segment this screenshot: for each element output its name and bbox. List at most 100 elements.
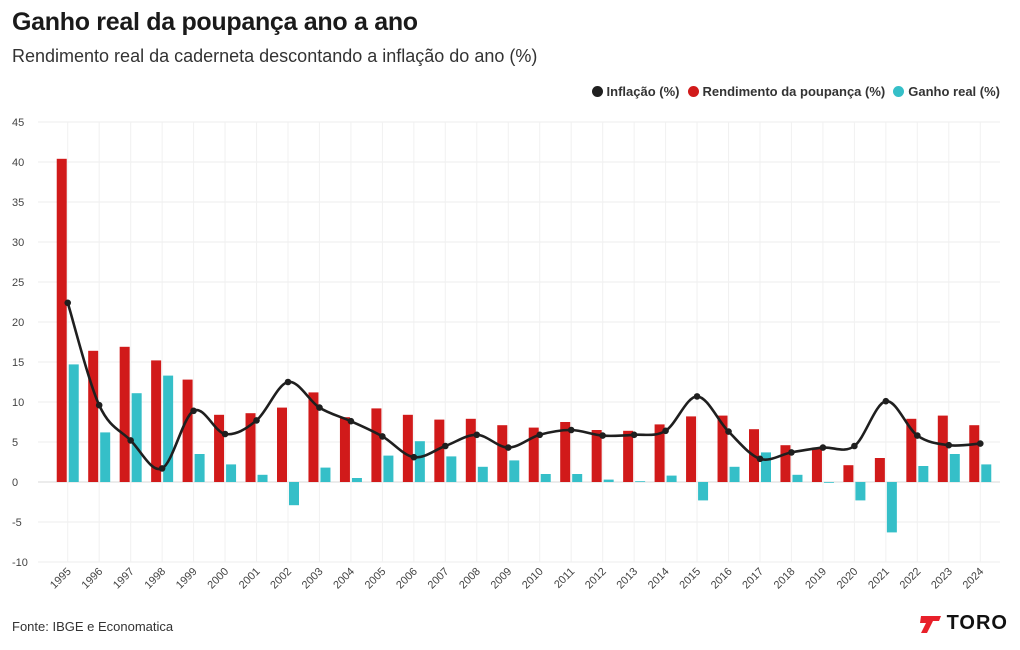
bar-rendimento-1997[interactable] — [119, 346, 130, 482]
bar-rendimento-2010[interactable] — [528, 427, 539, 482]
bar-ganho-2010[interactable] — [540, 474, 551, 482]
point-inflacao-2008[interactable] — [473, 431, 481, 439]
point-inflacao-2020[interactable] — [851, 442, 858, 450]
point-inflacao-2024[interactable] — [976, 440, 984, 447]
bar-ganho-2017[interactable] — [761, 452, 771, 482]
point-inflacao-2013[interactable] — [630, 431, 638, 439]
bar-rendimento-2003[interactable] — [308, 392, 319, 482]
point-inflacao-1999[interactable] — [190, 407, 197, 415]
point-inflacao-2002[interactable] — [284, 378, 292, 386]
point-inflacao-2015[interactable] — [693, 393, 701, 400]
point-inflacao-2021[interactable] — [882, 397, 890, 405]
bar-ganho-2015[interactable] — [698, 482, 709, 501]
bar-ganho-2007[interactable] — [446, 456, 457, 482]
bar-ganho-2018[interactable] — [792, 474, 803, 482]
bar-ganho-2005[interactable] — [383, 455, 394, 482]
bar-ganho-2002[interactable] — [289, 482, 299, 506]
bar-rendimento-2016[interactable] — [717, 415, 728, 482]
point-inflacao-1995[interactable] — [64, 299, 72, 307]
y-tick-label: 5 — [12, 437, 18, 449]
bar-rendimento-2015[interactable] — [686, 416, 697, 482]
bar-rendimento-2000[interactable] — [214, 414, 225, 482]
bar-ganho-2023[interactable] — [949, 454, 960, 482]
legend-item-rendimento[interactable]: Rendimento da poupança (%) — [687, 84, 885, 99]
bar-rendimento-1995[interactable] — [56, 158, 67, 483]
bar-ganho-2022[interactable] — [918, 466, 929, 482]
bar-rendimento-2009[interactable] — [497, 425, 508, 482]
bar-ganho-2004[interactable] — [351, 478, 362, 482]
bar-ganho-2008[interactable] — [477, 466, 488, 482]
bar-ganho-2000[interactable] — [226, 464, 237, 482]
bar-ganho-2013[interactable] — [635, 481, 646, 482]
point-inflacao-2016[interactable] — [725, 428, 732, 435]
point-inflacao-2017[interactable] — [756, 455, 764, 463]
toro-logo-icon — [919, 615, 941, 633]
point-inflacao-2006[interactable] — [410, 453, 418, 461]
bar-ganho-2020[interactable] — [855, 482, 866, 501]
legend-label-ganho: Ganho real (%) — [908, 84, 1000, 99]
bar-rendimento-2004[interactable] — [339, 417, 350, 482]
bar-ganho-2024[interactable] — [981, 464, 992, 482]
point-inflacao-2023[interactable] — [945, 441, 953, 449]
bar-rendimento-2022[interactable] — [906, 418, 917, 482]
point-inflacao-1998[interactable] — [158, 465, 166, 472]
x-tick-label: 2015 — [677, 566, 703, 592]
bar-rendimento-2018[interactable] — [780, 445, 791, 482]
bar-rendimento-2008[interactable] — [465, 418, 476, 482]
bar-rendimento-2012[interactable] — [591, 430, 602, 482]
bar-ganho-1996[interactable] — [100, 432, 111, 482]
bar-ganho-2003[interactable] — [320, 467, 331, 482]
bar-ganho-2021[interactable] — [886, 482, 897, 533]
bar-rendimento-1996[interactable] — [88, 350, 99, 482]
bar-rendimento-2007[interactable] — [434, 419, 445, 482]
bar-rendimento-2023[interactable] — [937, 415, 948, 482]
bar-ganho-2014[interactable] — [666, 475, 677, 482]
x-tick-label: 1996 — [80, 566, 106, 592]
point-inflacao-2012[interactable] — [599, 432, 606, 439]
point-inflacao-2007[interactable] — [442, 442, 449, 450]
point-inflacao-2005[interactable] — [379, 433, 386, 440]
bar-rendimento-2020[interactable] — [843, 465, 854, 482]
bar-rendimento-2013[interactable] — [623, 430, 634, 482]
point-inflacao-2001[interactable] — [253, 417, 260, 424]
point-inflacao-2018[interactable] — [788, 449, 795, 456]
bar-ganho-1998[interactable] — [163, 375, 174, 482]
bar-ganho-2016[interactable] — [729, 466, 740, 482]
bar-ganho-2011[interactable] — [572, 474, 583, 482]
bar-rendimento-1998[interactable] — [151, 360, 162, 482]
bar-rendimento-2021[interactable] — [874, 458, 885, 482]
point-inflacao-2003[interactable] — [316, 404, 323, 411]
bar-rendimento-1999[interactable] — [182, 379, 193, 482]
bar-ganho-2012[interactable] — [603, 479, 614, 482]
legend-item-ganho[interactable]: Ganho real (%) — [893, 84, 1000, 99]
bar-ganho-2019[interactable] — [823, 482, 834, 483]
x-tick-label: 2019 — [803, 566, 829, 592]
x-tick-label: 2020 — [835, 566, 861, 592]
bar-rendimento-2019[interactable] — [811, 447, 822, 482]
point-inflacao-1997[interactable] — [127, 437, 134, 444]
bar-ganho-2001[interactable] — [257, 474, 268, 482]
bar-ganho-1995[interactable] — [68, 364, 79, 482]
point-inflacao-1996[interactable] — [95, 401, 103, 409]
point-inflacao-2009[interactable] — [504, 444, 512, 451]
bar-rendimento-2006[interactable] — [402, 414, 413, 482]
bar-ganho-2009[interactable] — [509, 460, 520, 482]
legend-item-inflacao[interactable]: Inflação (%) — [591, 84, 680, 99]
bar-rendimento-2011[interactable] — [560, 422, 571, 482]
bar-ganho-1997[interactable] — [131, 393, 142, 482]
bar-rendimento-2014[interactable] — [654, 424, 665, 482]
point-inflacao-2011[interactable] — [567, 426, 575, 434]
point-inflacao-2010[interactable] — [536, 431, 544, 439]
bar-rendimento-2005[interactable] — [371, 408, 382, 482]
x-tick-label: 1999 — [174, 566, 200, 592]
point-inflacao-2014[interactable] — [662, 427, 669, 435]
bar-ganho-2006[interactable] — [414, 441, 425, 482]
bar-rendimento-2002[interactable] — [277, 407, 287, 482]
point-inflacao-2004[interactable] — [347, 417, 355, 425]
point-inflacao-2019[interactable] — [819, 444, 827, 451]
bar-rendimento-2024[interactable] — [969, 425, 980, 482]
bar-rendimento-2001[interactable] — [245, 413, 256, 482]
point-inflacao-2022[interactable] — [914, 432, 921, 439]
bar-ganho-1999[interactable] — [194, 454, 205, 482]
point-inflacao-2000[interactable] — [221, 430, 229, 438]
